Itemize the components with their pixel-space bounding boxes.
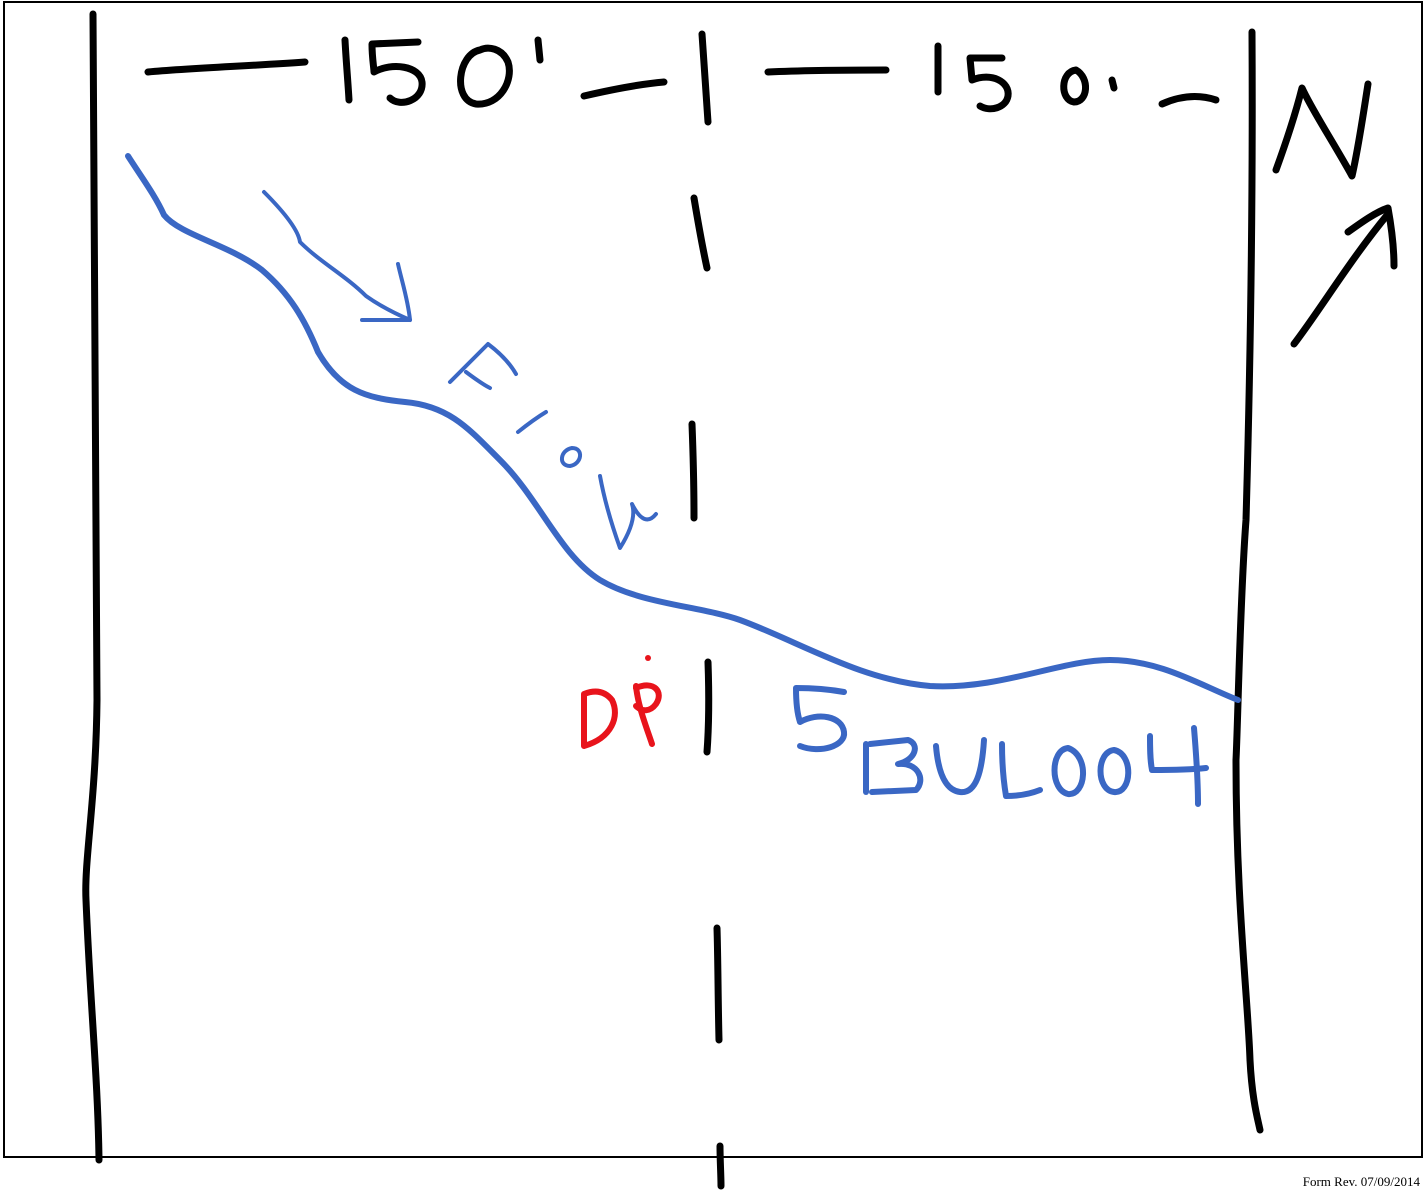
right-boundary-line bbox=[1232, 28, 1264, 1134]
center-dashed-line bbox=[688, 30, 725, 1190]
north-letter bbox=[1272, 80, 1372, 180]
sketch-frame bbox=[3, 1, 1423, 1158]
dp-dot bbox=[645, 655, 651, 661]
dp-marker bbox=[581, 655, 662, 749]
flow-handwriting bbox=[448, 342, 658, 550]
north-symbol bbox=[1272, 80, 1372, 180]
left-boundary-line bbox=[82, 10, 103, 1164]
station-handwriting bbox=[793, 685, 1209, 807]
dimension-left bbox=[144, 36, 668, 108]
stream-line bbox=[125, 153, 1241, 703]
north-arrow-icon bbox=[1290, 204, 1398, 348]
form-revision: Form Rev. 07/09/2014 bbox=[1302, 1174, 1420, 1189]
dimension-right bbox=[764, 42, 1220, 113]
flow-arrow-icon bbox=[262, 190, 412, 323]
